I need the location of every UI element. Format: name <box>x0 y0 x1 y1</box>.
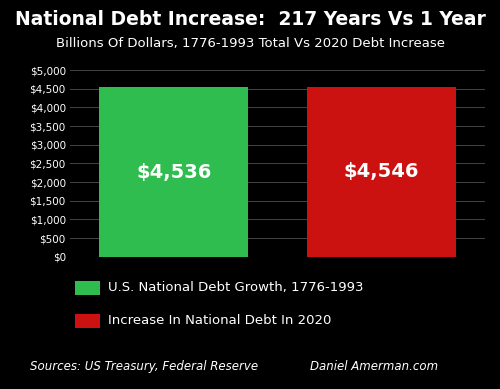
Text: $4,536: $4,536 <box>136 163 212 182</box>
Text: $4,546: $4,546 <box>344 162 419 181</box>
Text: Sources: US Treasury, Federal Reserve: Sources: US Treasury, Federal Reserve <box>30 361 258 373</box>
Text: Billions Of Dollars, 1776-1993 Total Vs 2020 Debt Increase: Billions Of Dollars, 1776-1993 Total Vs … <box>56 37 444 50</box>
Text: National Debt Increase:  217 Years Vs 1 Year: National Debt Increase: 217 Years Vs 1 Y… <box>14 10 486 29</box>
Text: U.S. National Debt Growth, 1776-1993: U.S. National Debt Growth, 1776-1993 <box>108 281 363 294</box>
Bar <box>99 88 248 257</box>
Text: Daniel Amerman.com: Daniel Amerman.com <box>310 361 438 373</box>
Bar <box>306 87 456 257</box>
Text: Increase In National Debt In 2020: Increase In National Debt In 2020 <box>108 314 331 328</box>
